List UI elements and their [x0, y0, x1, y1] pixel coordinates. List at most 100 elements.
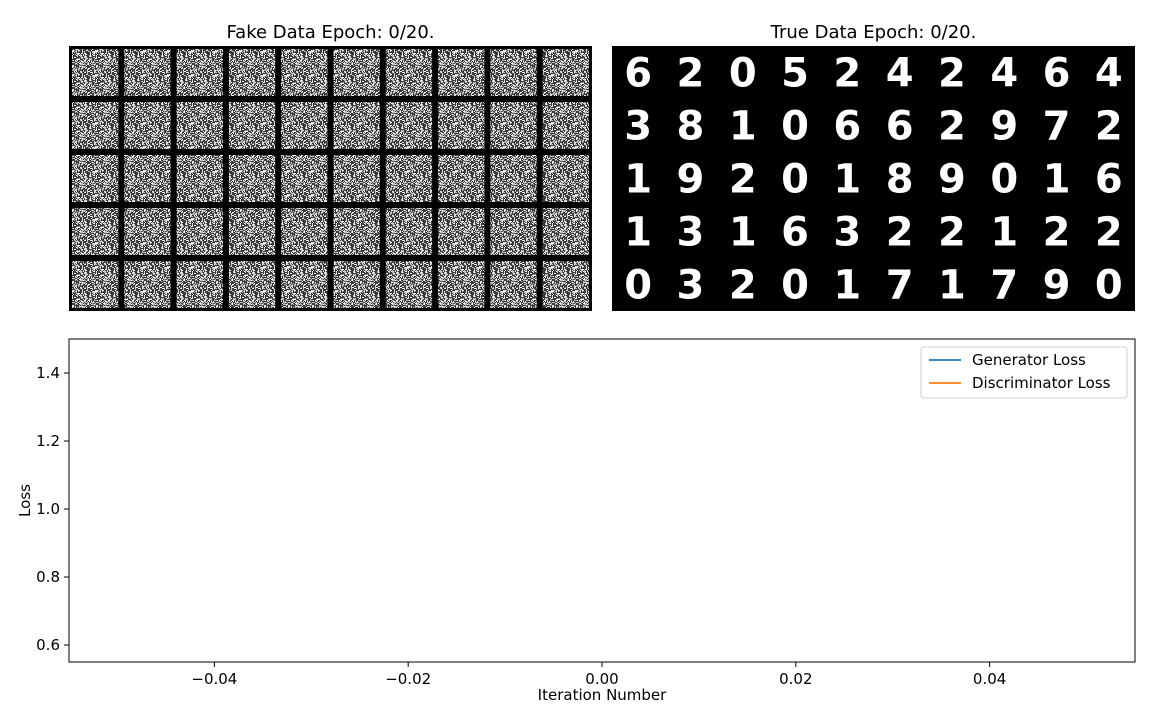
mnist-digit: 2	[938, 104, 966, 150]
mnist-digit: 8	[677, 104, 705, 150]
mnist-digit: 6	[781, 210, 809, 256]
fake-sample-tile	[333, 155, 380, 202]
fake-sample-tile	[438, 102, 485, 149]
fake-sample-tile	[72, 49, 119, 96]
fake-sample-tile	[124, 208, 171, 255]
mnist-digit: 0	[729, 51, 757, 97]
fake-sample-tile	[490, 208, 537, 255]
fake-sample-tile	[124, 261, 171, 308]
true-data-title: True Data Epoch: 0/20.	[770, 22, 977, 43]
mnist-digit: 2	[1043, 210, 1071, 256]
mnist-digit: 9	[938, 157, 966, 203]
x-tick-label: −0.04	[191, 670, 237, 688]
mnist-digit: 9	[1043, 263, 1071, 309]
fake-sample-tile	[490, 49, 537, 96]
fake-sample-tile	[281, 49, 328, 96]
fake-sample-tile	[72, 155, 119, 202]
mnist-digit: 5	[781, 51, 809, 97]
mnist-digit: 2	[1095, 104, 1123, 150]
fake-sample-tile	[438, 49, 485, 96]
mnist-digit: 0	[781, 157, 809, 203]
fake-sample-tile	[228, 102, 276, 149]
y-tick-label: 0.6	[36, 636, 60, 654]
fake-sample-tile	[385, 261, 433, 308]
fake-sample-tile	[72, 261, 119, 308]
x-tick-label: 0.04	[973, 670, 1006, 688]
mnist-digit: 9	[677, 157, 705, 203]
x-tick-label: 0.02	[779, 670, 812, 688]
fake-sample-tile	[176, 261, 223, 308]
mnist-digit: 4	[886, 51, 914, 97]
true-grid-background	[612, 46, 1135, 311]
fake-sample-tile	[542, 102, 589, 149]
fake-sample-tile	[542, 261, 589, 308]
mnist-digit: 1	[990, 210, 1018, 256]
fake-sample-tile	[176, 208, 223, 255]
fake-sample-tile	[281, 155, 328, 202]
fake-sample-tile	[333, 102, 380, 149]
mnist-digit: 6	[886, 104, 914, 150]
fake-sample-tile	[438, 261, 485, 308]
mnist-digit: 1	[833, 263, 861, 309]
y-tick-label: 1.4	[36, 364, 60, 382]
fake-sample-tile	[333, 208, 380, 255]
mnist-digit: 3	[677, 210, 705, 256]
mnist-digit: 6	[1043, 51, 1071, 97]
mnist-digit: 6	[624, 51, 652, 97]
fake-sample-tile	[542, 155, 589, 202]
fake-sample-tile	[124, 155, 171, 202]
mnist-digit: 4	[1095, 51, 1123, 97]
fake-sample-tile	[176, 49, 223, 96]
fake-sample-tile	[281, 102, 328, 149]
fake-sample-tile	[124, 49, 171, 96]
mnist-digit: 1	[1043, 157, 1071, 203]
mnist-digit: 0	[990, 157, 1018, 203]
mnist-digit: 6	[833, 104, 861, 150]
x-tick-label: −0.02	[385, 670, 431, 688]
mnist-digit: 2	[886, 210, 914, 256]
mnist-digit: 7	[1043, 104, 1071, 150]
fake-sample-tile	[281, 261, 328, 308]
fake-sample-tile	[385, 208, 433, 255]
x-tick-label: 0.00	[585, 670, 618, 688]
mnist-digit: 1	[938, 263, 966, 309]
fake-sample-tile	[228, 49, 276, 96]
fake-sample-tile	[385, 102, 433, 149]
mnist-digit: 9	[990, 104, 1018, 150]
y-tick-label: 1.2	[36, 432, 60, 450]
legend-entry: Discriminator Loss	[972, 374, 1111, 392]
fake-sample-tile	[333, 261, 380, 308]
fake-data-image-grid	[69, 46, 592, 311]
loss-chart: −0.04 −0.02 0.00 0.02 0.04 0.6 0.8 1.0 1.2 1.4 Ite…	[16, 338, 1136, 704]
mnist-digit: 6	[1095, 157, 1123, 203]
fake-sample-tile	[176, 102, 223, 149]
mnist-digit: 4	[990, 51, 1018, 97]
mnist-digit: 7	[886, 263, 914, 309]
mnist-digit: 0	[781, 263, 809, 309]
fake-sample-tile	[490, 155, 537, 202]
mnist-digit: 3	[833, 210, 861, 256]
mnist-digit: 2	[729, 263, 757, 309]
fake-sample-tile	[438, 155, 485, 202]
mnist-digit: 2	[677, 51, 705, 97]
fake-sample-tile	[72, 102, 119, 149]
mnist-digit: 1	[833, 157, 861, 203]
mnist-digit: 2	[833, 51, 861, 97]
y-axis-label: Loss	[16, 484, 34, 517]
mnist-digit: 1	[729, 104, 757, 150]
mnist-digit: 7	[990, 263, 1018, 309]
fake-sample-tile	[333, 49, 380, 96]
fake-sample-tile	[176, 155, 223, 202]
mnist-digit: 3	[677, 263, 705, 309]
fake-sample-tile	[438, 208, 485, 255]
y-tick-label: 0.8	[36, 568, 60, 586]
fake-sample-tile	[124, 102, 171, 149]
legend-box	[920, 346, 1128, 399]
mnist-digit: 2	[938, 210, 966, 256]
mnist-digit: 2	[938, 51, 966, 97]
fake-sample-tile	[228, 261, 276, 308]
mnist-digit: 1	[624, 157, 652, 203]
y-tick-label: 1.0	[36, 500, 60, 518]
mnist-digit: 1	[729, 210, 757, 256]
